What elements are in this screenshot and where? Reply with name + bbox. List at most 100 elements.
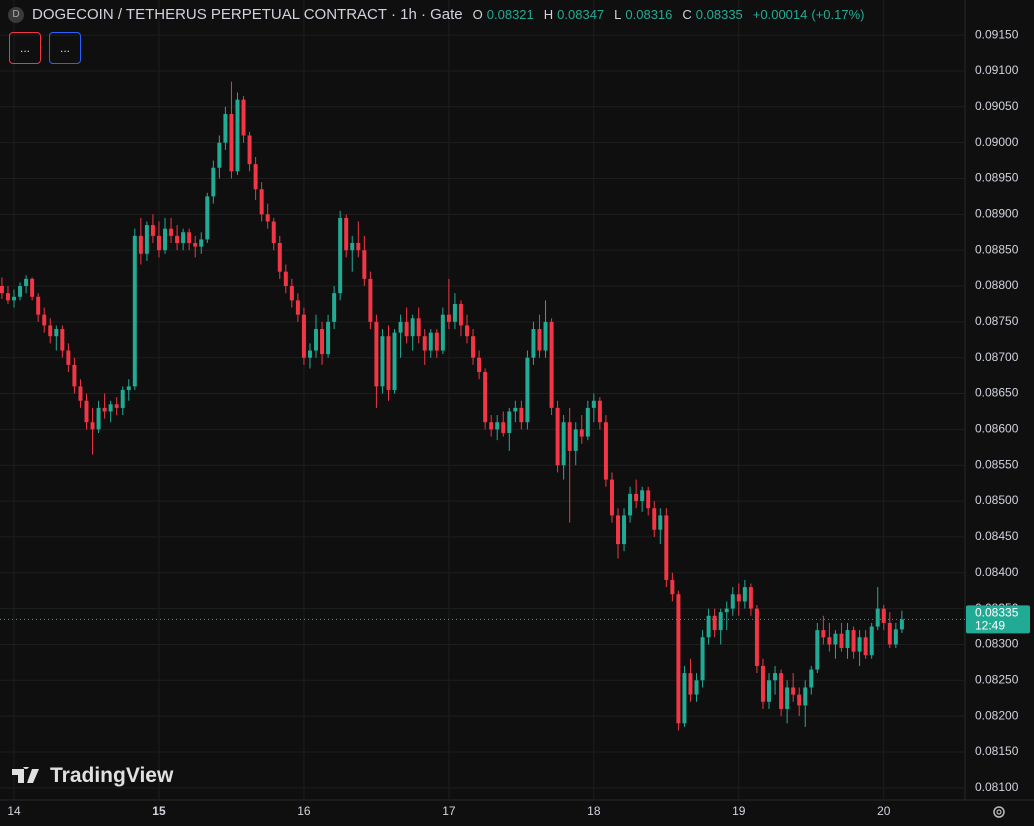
candle-body bbox=[495, 422, 500, 430]
y-tick-label: 0.09050 bbox=[975, 99, 1019, 113]
y-tick-label: 0.09150 bbox=[975, 27, 1019, 41]
change-percent: (+0.17%) bbox=[811, 7, 865, 22]
candle bbox=[120, 386, 125, 416]
candle-body bbox=[12, 296, 17, 301]
ohlc-value: 0.08316 bbox=[625, 7, 673, 22]
candle-body bbox=[259, 189, 264, 215]
candle-body bbox=[193, 243, 198, 247]
candle-body bbox=[549, 321, 554, 408]
candle-body bbox=[628, 493, 633, 516]
y-tick-label: 0.08600 bbox=[975, 422, 1019, 436]
candle bbox=[561, 415, 566, 480]
settings-icon[interactable] bbox=[993, 806, 1005, 818]
indicator-button[interactable]: ... bbox=[9, 32, 41, 64]
candle bbox=[845, 622, 850, 659]
candle bbox=[821, 615, 826, 645]
candle bbox=[531, 321, 536, 365]
candle-body bbox=[519, 407, 524, 423]
candle bbox=[320, 321, 325, 365]
candle bbox=[899, 610, 904, 633]
candle-body bbox=[664, 515, 669, 580]
y-tick-label: 0.09100 bbox=[975, 63, 1019, 77]
candle bbox=[374, 314, 379, 408]
candle bbox=[150, 214, 155, 244]
gear-outer bbox=[993, 806, 1005, 818]
candle-body bbox=[597, 400, 602, 423]
candle bbox=[301, 307, 306, 365]
candle-body bbox=[5, 293, 10, 301]
watermark: TradingView bbox=[12, 764, 173, 788]
candle bbox=[326, 314, 331, 358]
candle bbox=[652, 501, 657, 537]
candle-body bbox=[277, 243, 282, 272]
candle bbox=[809, 665, 814, 695]
y-tick-label: 0.08700 bbox=[975, 350, 1019, 364]
candle bbox=[452, 293, 457, 330]
x-tick-label: 15 bbox=[152, 804, 166, 818]
candle-body bbox=[489, 422, 494, 430]
candle-body bbox=[440, 314, 445, 351]
candle-body bbox=[199, 239, 204, 247]
candle bbox=[36, 293, 41, 322]
candle-body bbox=[760, 665, 765, 702]
candle bbox=[591, 393, 596, 423]
candle-body bbox=[181, 232, 186, 244]
candle bbox=[307, 343, 312, 369]
candle-body bbox=[803, 687, 808, 706]
candle-body bbox=[881, 608, 886, 623]
candle bbox=[688, 658, 693, 702]
y-tick-label: 0.08500 bbox=[975, 493, 1019, 507]
candle-body bbox=[271, 221, 276, 244]
y-tick-label: 0.08450 bbox=[975, 529, 1019, 543]
candle bbox=[549, 318, 554, 416]
candle-body bbox=[326, 321, 331, 355]
y-tick-label: 0.08200 bbox=[975, 708, 1019, 722]
candle-body bbox=[54, 329, 59, 337]
candle bbox=[247, 131, 252, 172]
candle-body bbox=[773, 673, 778, 681]
candle bbox=[175, 225, 180, 251]
candle-body bbox=[283, 271, 288, 287]
candle-body bbox=[857, 637, 862, 652]
candle-body bbox=[452, 303, 457, 322]
candle bbox=[664, 508, 669, 588]
candle bbox=[199, 232, 204, 254]
candle bbox=[368, 271, 373, 330]
candle bbox=[30, 277, 35, 301]
candle-body bbox=[398, 321, 403, 333]
candle-body bbox=[169, 228, 174, 236]
candle bbox=[875, 587, 880, 631]
candle-body bbox=[815, 630, 820, 670]
candle bbox=[338, 210, 343, 301]
candle bbox=[169, 217, 174, 244]
candle bbox=[724, 601, 729, 631]
candle-body bbox=[386, 336, 391, 390]
candle-body bbox=[875, 608, 880, 627]
candle-body bbox=[658, 515, 663, 530]
candle bbox=[730, 587, 735, 616]
indicator-button[interactable]: ... bbox=[49, 32, 81, 64]
candle-body bbox=[30, 278, 35, 297]
candle bbox=[555, 400, 560, 473]
candle-body bbox=[175, 235, 180, 244]
candle bbox=[869, 622, 874, 659]
candle-body bbox=[66, 350, 71, 365]
candle-body bbox=[724, 608, 729, 613]
candle bbox=[851, 626, 856, 659]
candle bbox=[90, 407, 95, 455]
candle-body bbox=[72, 364, 77, 387]
y-tick-label: 0.08900 bbox=[975, 207, 1019, 221]
candle bbox=[754, 605, 759, 674]
candle-body bbox=[265, 214, 270, 222]
candle bbox=[404, 307, 409, 344]
candle-body bbox=[446, 314, 451, 322]
candle-body bbox=[700, 637, 705, 681]
candle bbox=[289, 278, 294, 308]
candle bbox=[742, 579, 747, 609]
candle bbox=[144, 221, 149, 261]
candle-body bbox=[893, 629, 898, 645]
candle-body bbox=[833, 633, 838, 645]
candle-body bbox=[706, 615, 711, 638]
